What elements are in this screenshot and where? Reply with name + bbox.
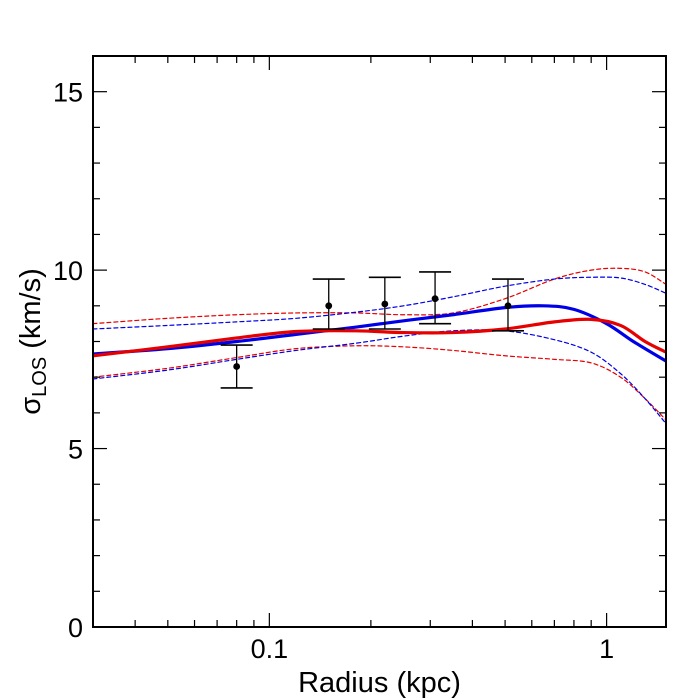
data-point-group (368, 276, 401, 330)
y-axis-title: σLOS (km/s) (15, 268, 51, 415)
plot-frame (92, 55, 667, 628)
y-axis-title-units: (km/s) (15, 268, 47, 357)
red-lower-line (93, 345, 666, 421)
data-point (381, 300, 389, 308)
data-point-group (312, 278, 345, 330)
data-point-group (491, 278, 524, 332)
data-point (431, 295, 439, 303)
y-tick-label: 15 (53, 78, 83, 108)
x-axis-title: Radius (kpc) (298, 667, 461, 699)
y-tick-label: 10 (53, 256, 83, 286)
data-point (233, 363, 241, 370)
y-axis-title-subscript: LOS (29, 357, 51, 397)
data-point-group (419, 271, 452, 325)
y-tick-label: 5 (68, 435, 83, 465)
blue-lower-line (93, 329, 666, 425)
data-point (325, 302, 333, 310)
data-point-group (220, 344, 253, 389)
y-tick-label: 0 (68, 613, 83, 643)
data-points (220, 271, 524, 389)
model-curves (93, 267, 666, 425)
y-axis-title-symbol: σ (15, 397, 47, 415)
x-tick-label: 0.1 (251, 634, 289, 664)
red-upper-line (93, 267, 666, 325)
red-model-line (93, 317, 666, 358)
data-point (504, 302, 512, 310)
x-tick-label: 1 (599, 634, 614, 664)
blue-model-line (93, 304, 666, 363)
